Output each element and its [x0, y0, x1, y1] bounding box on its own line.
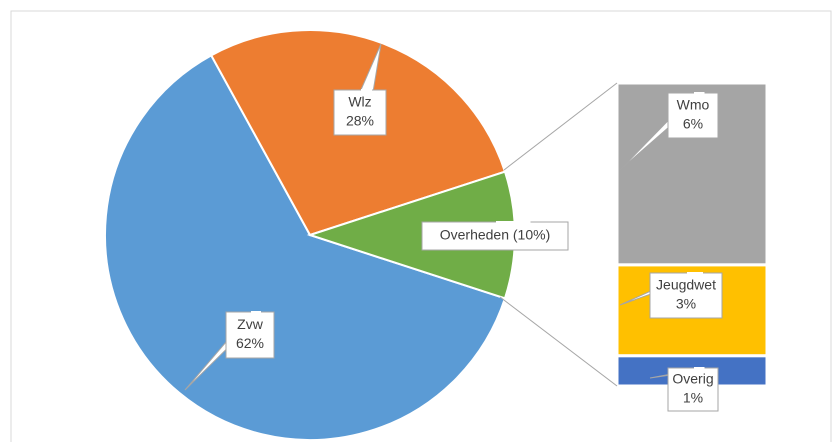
data-label: Wmo	[677, 97, 710, 113]
data-label: 28%	[346, 113, 374, 129]
data-label: 62%	[236, 335, 264, 351]
data-label: Jeugdwet	[656, 277, 716, 293]
data-label: 1%	[683, 390, 703, 406]
data-label: 3%	[676, 296, 696, 312]
callout-box	[667, 367, 719, 412]
data-label: 6%	[683, 116, 703, 132]
callout-box	[649, 272, 723, 319]
data-label: Overheden (10%)	[440, 227, 551, 243]
connector-line	[499, 296, 618, 387]
pie-slice	[104, 53, 507, 441]
data-label: Wlz	[348, 94, 371, 110]
data-label: Zvw	[237, 316, 264, 332]
callout-box	[667, 92, 719, 139]
connector-line	[503, 82, 618, 171]
callout-box	[333, 89, 387, 136]
data-label: Overig	[672, 371, 713, 387]
callout-box	[421, 221, 569, 251]
callout-box	[225, 311, 275, 359]
